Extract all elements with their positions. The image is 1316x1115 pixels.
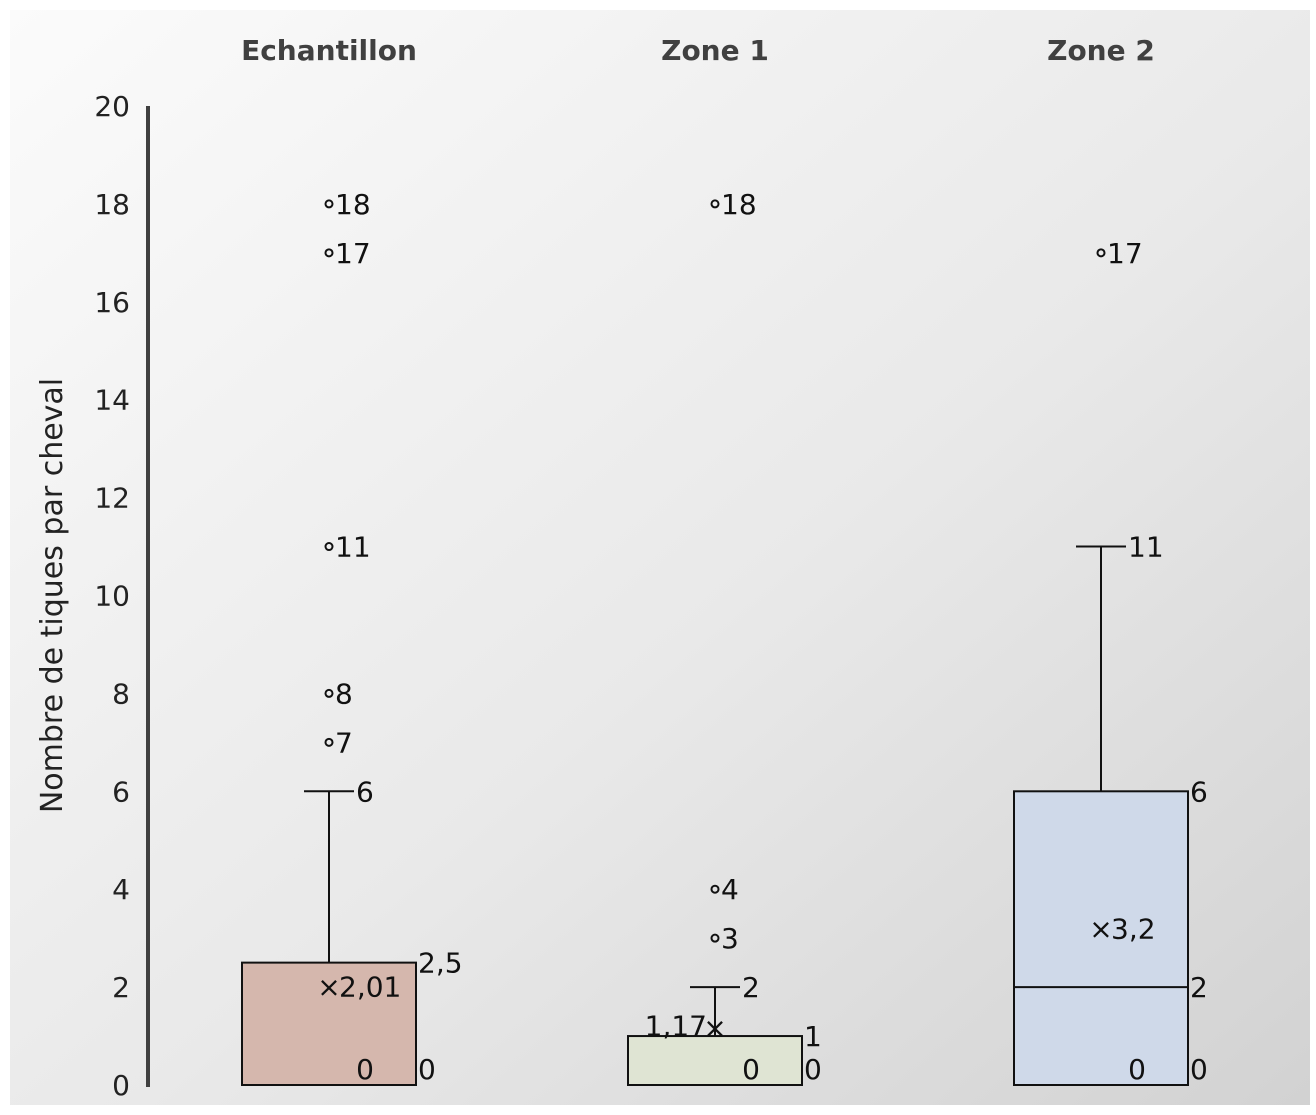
box-rect [1013,790,1189,1086]
whisker-high-label: 11 [1128,531,1164,564]
median-label: 0 [356,1053,374,1086]
outlier-label: 11 [335,531,371,564]
y-tick-label: 12 [94,482,130,515]
outlier-label: 8 [335,677,353,710]
q1-label: 0 [418,1053,436,1086]
category-title: Echantillon [241,34,417,67]
whisker-high-label: 2 [742,971,760,1004]
outlier-point [324,688,334,698]
whisker-high-label: 6 [356,775,374,808]
category-title: Zone 2 [1047,34,1155,67]
q1-label: 0 [1190,1053,1208,1086]
outlier-label: 18 [721,188,757,221]
y-tick-label: 2 [112,971,130,1004]
box-rect [627,1035,803,1087]
y-tick-label: 8 [112,677,130,710]
y-tick-label: 6 [112,775,130,808]
outlier-label: 18 [335,188,371,221]
outlier-point [324,542,334,552]
outlier-point [324,248,334,258]
y-tick-label: 4 [112,873,130,906]
outlier-point [324,737,334,747]
outlier-point [1096,248,1106,258]
y-axis-title: Nombre de tiques par cheval [35,378,70,813]
q3-label: 2,5 [418,947,463,980]
q3-label: 6 [1190,775,1208,808]
outlier-point [324,199,334,209]
y-tick-label: 20 [94,90,130,123]
outlier-point [710,199,720,209]
mean-marker: × [703,1012,726,1045]
box-rect [241,961,417,1086]
mean-label: 3,2 [1111,912,1156,945]
y-tick-label: 10 [94,580,130,613]
category-title: Zone 1 [661,34,769,67]
y-tick-label: 14 [94,384,130,417]
outlier-label: 17 [335,237,371,270]
box-layer: × × × [241,199,1189,1087]
outlier-label: 4 [721,873,739,906]
outlier-label: 3 [721,922,739,955]
outlier-label: 7 [335,726,353,759]
outlier-label: 17 [1107,237,1143,270]
q1-label: 0 [804,1053,822,1086]
mean-label: 1,17 [645,1010,707,1043]
median-label: 2 [1190,971,1208,1004]
y-tick-label: 18 [94,188,130,221]
y-tick-label: 0 [112,1069,130,1102]
outlier-point [710,884,720,894]
y-tick-label: 16 [94,286,130,319]
mean-marker: × [1089,912,1112,945]
zero-label: 0 [1128,1053,1146,1086]
outlier-point [710,933,720,943]
mean-marker: × [317,971,340,1004]
median-label: 0 [742,1053,760,1086]
mean-label: 2,01 [339,971,401,1004]
q3-label: 1 [804,1020,822,1053]
